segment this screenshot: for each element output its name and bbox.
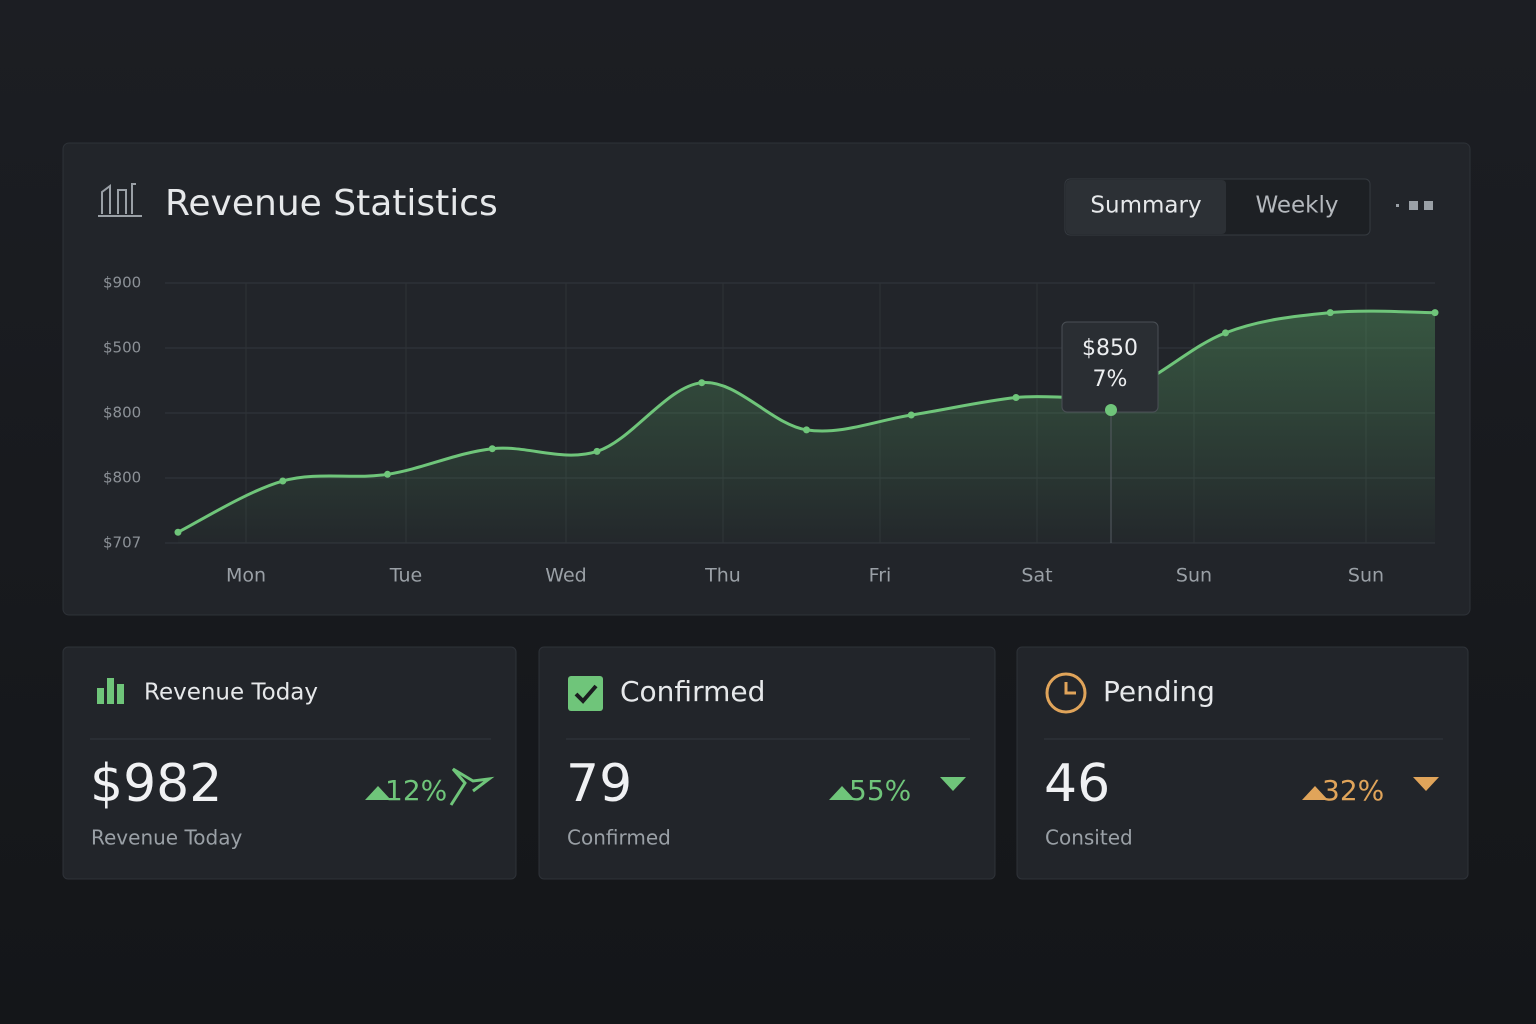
y-axis-label: $800 (103, 469, 141, 487)
card-value: $982 (90, 754, 222, 814)
card-icon (1045, 672, 1087, 714)
card-change: 32% (1322, 774, 1384, 807)
trend-down (1413, 777, 1439, 791)
tab[interactable]: Weekly (1255, 193, 1338, 219)
card-value: 79 (566, 754, 632, 814)
point (698, 379, 706, 387)
card (538, 646, 996, 880)
card-change: 55% (849, 774, 911, 807)
card-caption: Confirmed (567, 826, 671, 850)
card-title: Pending (1103, 675, 1215, 708)
x-tick-label: Wed (545, 565, 586, 587)
point (488, 445, 496, 453)
more-menu[interactable] (1396, 201, 1433, 210)
trend-up (829, 786, 855, 800)
card-caption: Consited (1045, 826, 1133, 850)
card-spark (449, 767, 495, 806)
y-axis-label: $800 (103, 404, 141, 422)
card-icon (117, 684, 124, 704)
point (593, 447, 601, 455)
point (174, 528, 182, 536)
point (1326, 309, 1334, 317)
point (907, 411, 915, 419)
panel-title: Revenue Statistics (165, 183, 498, 224)
y-axis-label: $707 (103, 534, 141, 552)
card-caption: Revenue Today (91, 826, 242, 850)
trend-down (940, 777, 966, 791)
x-tick-label: Sun (1348, 565, 1384, 587)
card (1016, 646, 1469, 880)
x-tick-label: Thu (704, 565, 741, 587)
point (1012, 394, 1020, 402)
trend-up (365, 786, 391, 800)
card-icon (97, 688, 104, 704)
tooltip-dot (1105, 404, 1117, 416)
point (1222, 329, 1229, 337)
chart-icon (98, 183, 142, 217)
card (62, 646, 517, 880)
card-icon-check (574, 684, 598, 704)
x-tick-label: Fri (869, 565, 892, 587)
tab-active[interactable] (1066, 180, 1226, 234)
card-icon (568, 676, 603, 711)
point (384, 470, 391, 478)
card-icon (107, 678, 114, 704)
tooltip-value: $850 (1082, 336, 1138, 361)
x-tick-label: Tue (389, 565, 422, 587)
point (279, 477, 287, 485)
card-title: Revenue Today (144, 680, 318, 706)
x-tick-label: Sun (1176, 565, 1212, 587)
tooltip-change: 7% (1093, 367, 1128, 392)
point (803, 426, 810, 434)
tab[interactable]: Summary (1090, 193, 1201, 219)
trend-up (1302, 786, 1328, 800)
card-change: 12% (385, 774, 447, 807)
x-tick-label: Sat (1021, 565, 1052, 587)
card-value: 46 (1044, 754, 1110, 814)
line-area (178, 311, 1435, 543)
card-icon-hand (1064, 682, 1076, 695)
point (1431, 309, 1439, 317)
y-axis-label: $500 (103, 339, 141, 357)
y-axis-label: $900 (103, 274, 141, 292)
card-title: Confirmed (620, 675, 765, 708)
x-tick-label: Mon (226, 565, 266, 587)
